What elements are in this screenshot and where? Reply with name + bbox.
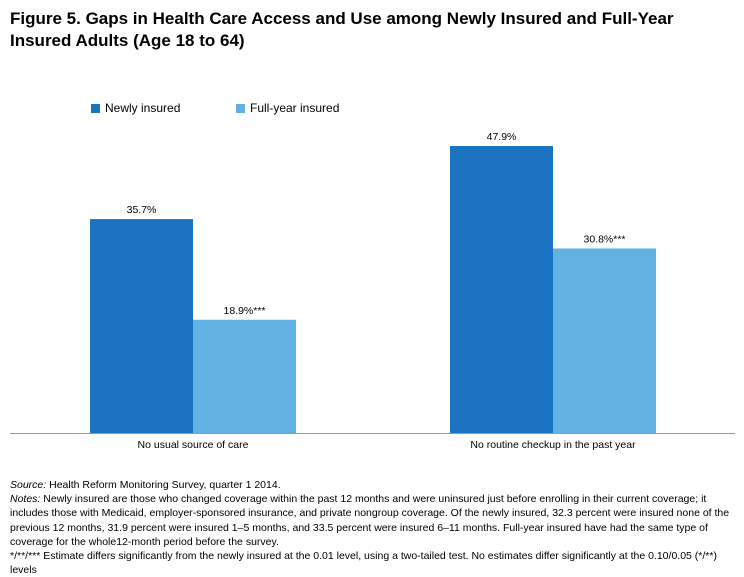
source-label: Source: [10, 479, 47, 491]
figure-title: Figure 5. Gaps in Health Care Access and… [10, 8, 734, 52]
significance-note: */**/*** Estimate differs significantly … [10, 550, 717, 577]
data-label-full-year-insured-0: 18.9%*** [223, 305, 265, 317]
legend-item-full-year-insured: Full-year insured [236, 101, 339, 115]
notes-label: Notes: [10, 493, 41, 506]
data-label-newly-insured-1: 47.9% [487, 131, 517, 143]
legend-item-newly-insured: Newly insured [91, 101, 180, 115]
figure-title-line-1: Figure 5. Gaps in Health Care Access and… [10, 9, 674, 28]
bar-newly-insured-0 [90, 219, 193, 433]
data-label-full-year-insured-1: 30.8%*** [583, 233, 625, 245]
source-text: Health Reform Monitoring Survey, quarter… [46, 479, 281, 491]
bar-newly-insured-1 [450, 146, 553, 433]
legend-swatch-newly-insured [91, 103, 100, 113]
bar-chart: 35.7% 18.9%*** No usual source of care 47.9… [10, 131, 735, 451]
bar-full-year-insured-0 [193, 319, 296, 433]
notes-paragraph: Notes: Newly insured are those who chang… [10, 492, 736, 549]
bar-full-year-insured-1 [553, 248, 656, 433]
category-label-0: No usual source of care [138, 439, 249, 451]
footnotes: Source: Health Reform Monitoring Survey,… [10, 478, 736, 577]
notes-text: Newly insured are those who changed cove… [10, 493, 730, 548]
legend-swatch-full-year-insured [236, 103, 245, 113]
legend-label-newly-insured: Newly insured [105, 101, 181, 115]
figure-title-line-2: Insured Adults (Age 18 to 64) [10, 31, 245, 50]
data-label-newly-insured-0: 35.7% [127, 204, 157, 216]
legend-label-full-year-insured: Full-year insured [250, 101, 340, 115]
source-note: Source: Health Reform Monitoring Survey,… [10, 478, 736, 492]
category-label-1: No routine checkup in the past year [470, 439, 636, 451]
